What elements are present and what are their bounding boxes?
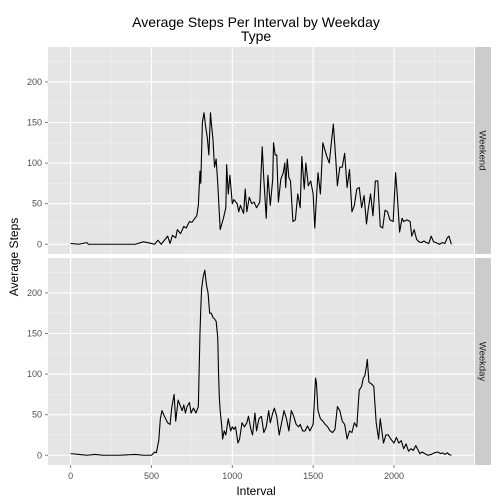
x-tick-label: 0 [68, 471, 73, 481]
y-tick-label: 150 [27, 328, 42, 338]
y-tick-label: 50 [32, 410, 42, 420]
series-line-weekday [70, 269, 452, 456]
y-axis-label: Average Steps [7, 218, 21, 297]
facet-panel-weekday: 0 50 100 150 200 Weekday [27, 258, 491, 465]
x-axis-label: Interval [236, 484, 275, 498]
panel-background [48, 258, 474, 465]
facet-strip [475, 258, 491, 465]
series-line-weekend [70, 112, 452, 245]
y-tick-label: 100 [27, 158, 42, 168]
x-tick-label: 1000 [222, 471, 242, 481]
chart-title-line: Average Steps Per Interval by Weekday [132, 14, 380, 30]
y-tick-label: 0 [37, 239, 42, 249]
y-tick-label: 50 [32, 199, 42, 209]
facet-panels: 0 50 100 150 200 Weekend 0 50 100 150 200 Weekday [27, 47, 491, 465]
y-tick-label: 200 [27, 288, 42, 298]
y-tick-label: 100 [27, 369, 42, 379]
facet-panel-weekend: 0 50 100 150 200 Weekend [27, 47, 491, 254]
x-tick-label: 1500 [303, 471, 323, 481]
chart-title-line: Type [241, 28, 272, 44]
facet-strip-label: Weekend [477, 131, 488, 171]
chart-title: Average Steps Per Interval by Weekday Typ… [132, 14, 380, 44]
x-tick-label: 2000 [384, 471, 404, 481]
y-tick-label: 150 [27, 117, 42, 127]
y-tick-label: 200 [27, 77, 42, 87]
facet-strip [475, 47, 491, 254]
facet-strip-label: Weekday [477, 342, 488, 382]
y-tick-label: 0 [37, 450, 42, 460]
x-tick-label: 500 [144, 471, 159, 481]
